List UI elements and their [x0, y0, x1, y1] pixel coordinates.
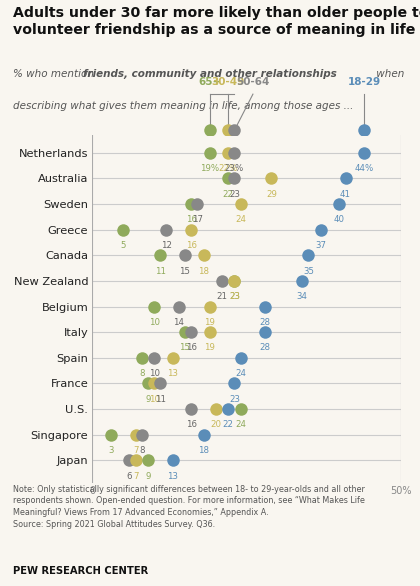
Text: 22: 22 — [223, 420, 234, 430]
Text: 18: 18 — [198, 446, 209, 455]
Text: 28: 28 — [260, 318, 271, 327]
Text: 15: 15 — [179, 343, 191, 352]
Text: 12: 12 — [161, 241, 172, 250]
Text: 8: 8 — [139, 369, 144, 378]
Text: 28: 28 — [260, 343, 271, 352]
Text: 23: 23 — [229, 292, 240, 301]
Text: 19: 19 — [204, 318, 215, 327]
Text: 19: 19 — [204, 343, 215, 352]
Text: 37: 37 — [315, 241, 326, 250]
Text: 23: 23 — [229, 292, 240, 301]
Text: 16: 16 — [186, 420, 197, 430]
Text: 41: 41 — [340, 190, 351, 199]
Text: 23%: 23% — [225, 164, 244, 173]
Text: 21: 21 — [217, 292, 228, 301]
Text: friends, community and other relationships: friends, community and other relationshi… — [83, 69, 337, 79]
Text: 29: 29 — [266, 190, 277, 199]
Text: 7: 7 — [133, 472, 138, 481]
Text: Adults under 30 far more likely than older people to
volunteer friendship as a s: Adults under 30 far more likely than old… — [13, 6, 420, 37]
Text: 10: 10 — [149, 318, 160, 327]
Text: 18-29: 18-29 — [347, 77, 381, 87]
Text: 11: 11 — [155, 267, 166, 275]
Text: 10: 10 — [149, 369, 160, 378]
Text: 3: 3 — [108, 446, 114, 455]
Text: 20: 20 — [210, 420, 221, 430]
Text: 34: 34 — [297, 292, 308, 301]
Text: 9: 9 — [145, 395, 151, 404]
Text: PEW RESEARCH CENTER: PEW RESEARCH CENTER — [13, 566, 148, 577]
Text: 15: 15 — [179, 267, 191, 275]
Text: % who mention: % who mention — [13, 69, 97, 79]
Text: 19%: 19% — [200, 164, 219, 173]
Text: 24: 24 — [235, 420, 246, 430]
Text: 7: 7 — [133, 446, 138, 455]
Text: 9: 9 — [145, 472, 151, 481]
Text: 35: 35 — [303, 267, 314, 275]
Text: 18: 18 — [198, 267, 209, 275]
Text: 8: 8 — [139, 446, 144, 455]
Text: 40: 40 — [334, 215, 345, 224]
Text: Note: Only statistically significant differences between 18- to 29-year-olds and: Note: Only statistically significant dif… — [13, 485, 365, 529]
Text: when: when — [373, 69, 405, 79]
Text: 16: 16 — [186, 215, 197, 224]
Text: 10: 10 — [149, 395, 160, 404]
Text: 6: 6 — [127, 472, 132, 481]
Text: 13: 13 — [167, 369, 178, 378]
Text: 65+: 65+ — [198, 77, 221, 87]
Text: 13: 13 — [167, 472, 178, 481]
Text: 50-64: 50-64 — [236, 77, 270, 87]
Text: 14: 14 — [173, 318, 184, 327]
Text: 22: 22 — [223, 190, 234, 199]
Text: describing what gives them meaning in life, among those ages ...: describing what gives them meaning in li… — [13, 101, 353, 111]
Text: 30-49: 30-49 — [212, 77, 245, 87]
Text: 23: 23 — [229, 395, 240, 404]
Text: 5: 5 — [121, 241, 126, 250]
Text: 23: 23 — [229, 190, 240, 199]
Text: 11: 11 — [155, 395, 166, 404]
Text: 22%: 22% — [218, 164, 238, 173]
Text: 24: 24 — [235, 215, 246, 224]
Text: 17: 17 — [192, 215, 203, 224]
Text: 24: 24 — [235, 369, 246, 378]
Text: 16: 16 — [186, 241, 197, 250]
Text: 44%: 44% — [354, 164, 374, 173]
Text: 16: 16 — [186, 343, 197, 352]
